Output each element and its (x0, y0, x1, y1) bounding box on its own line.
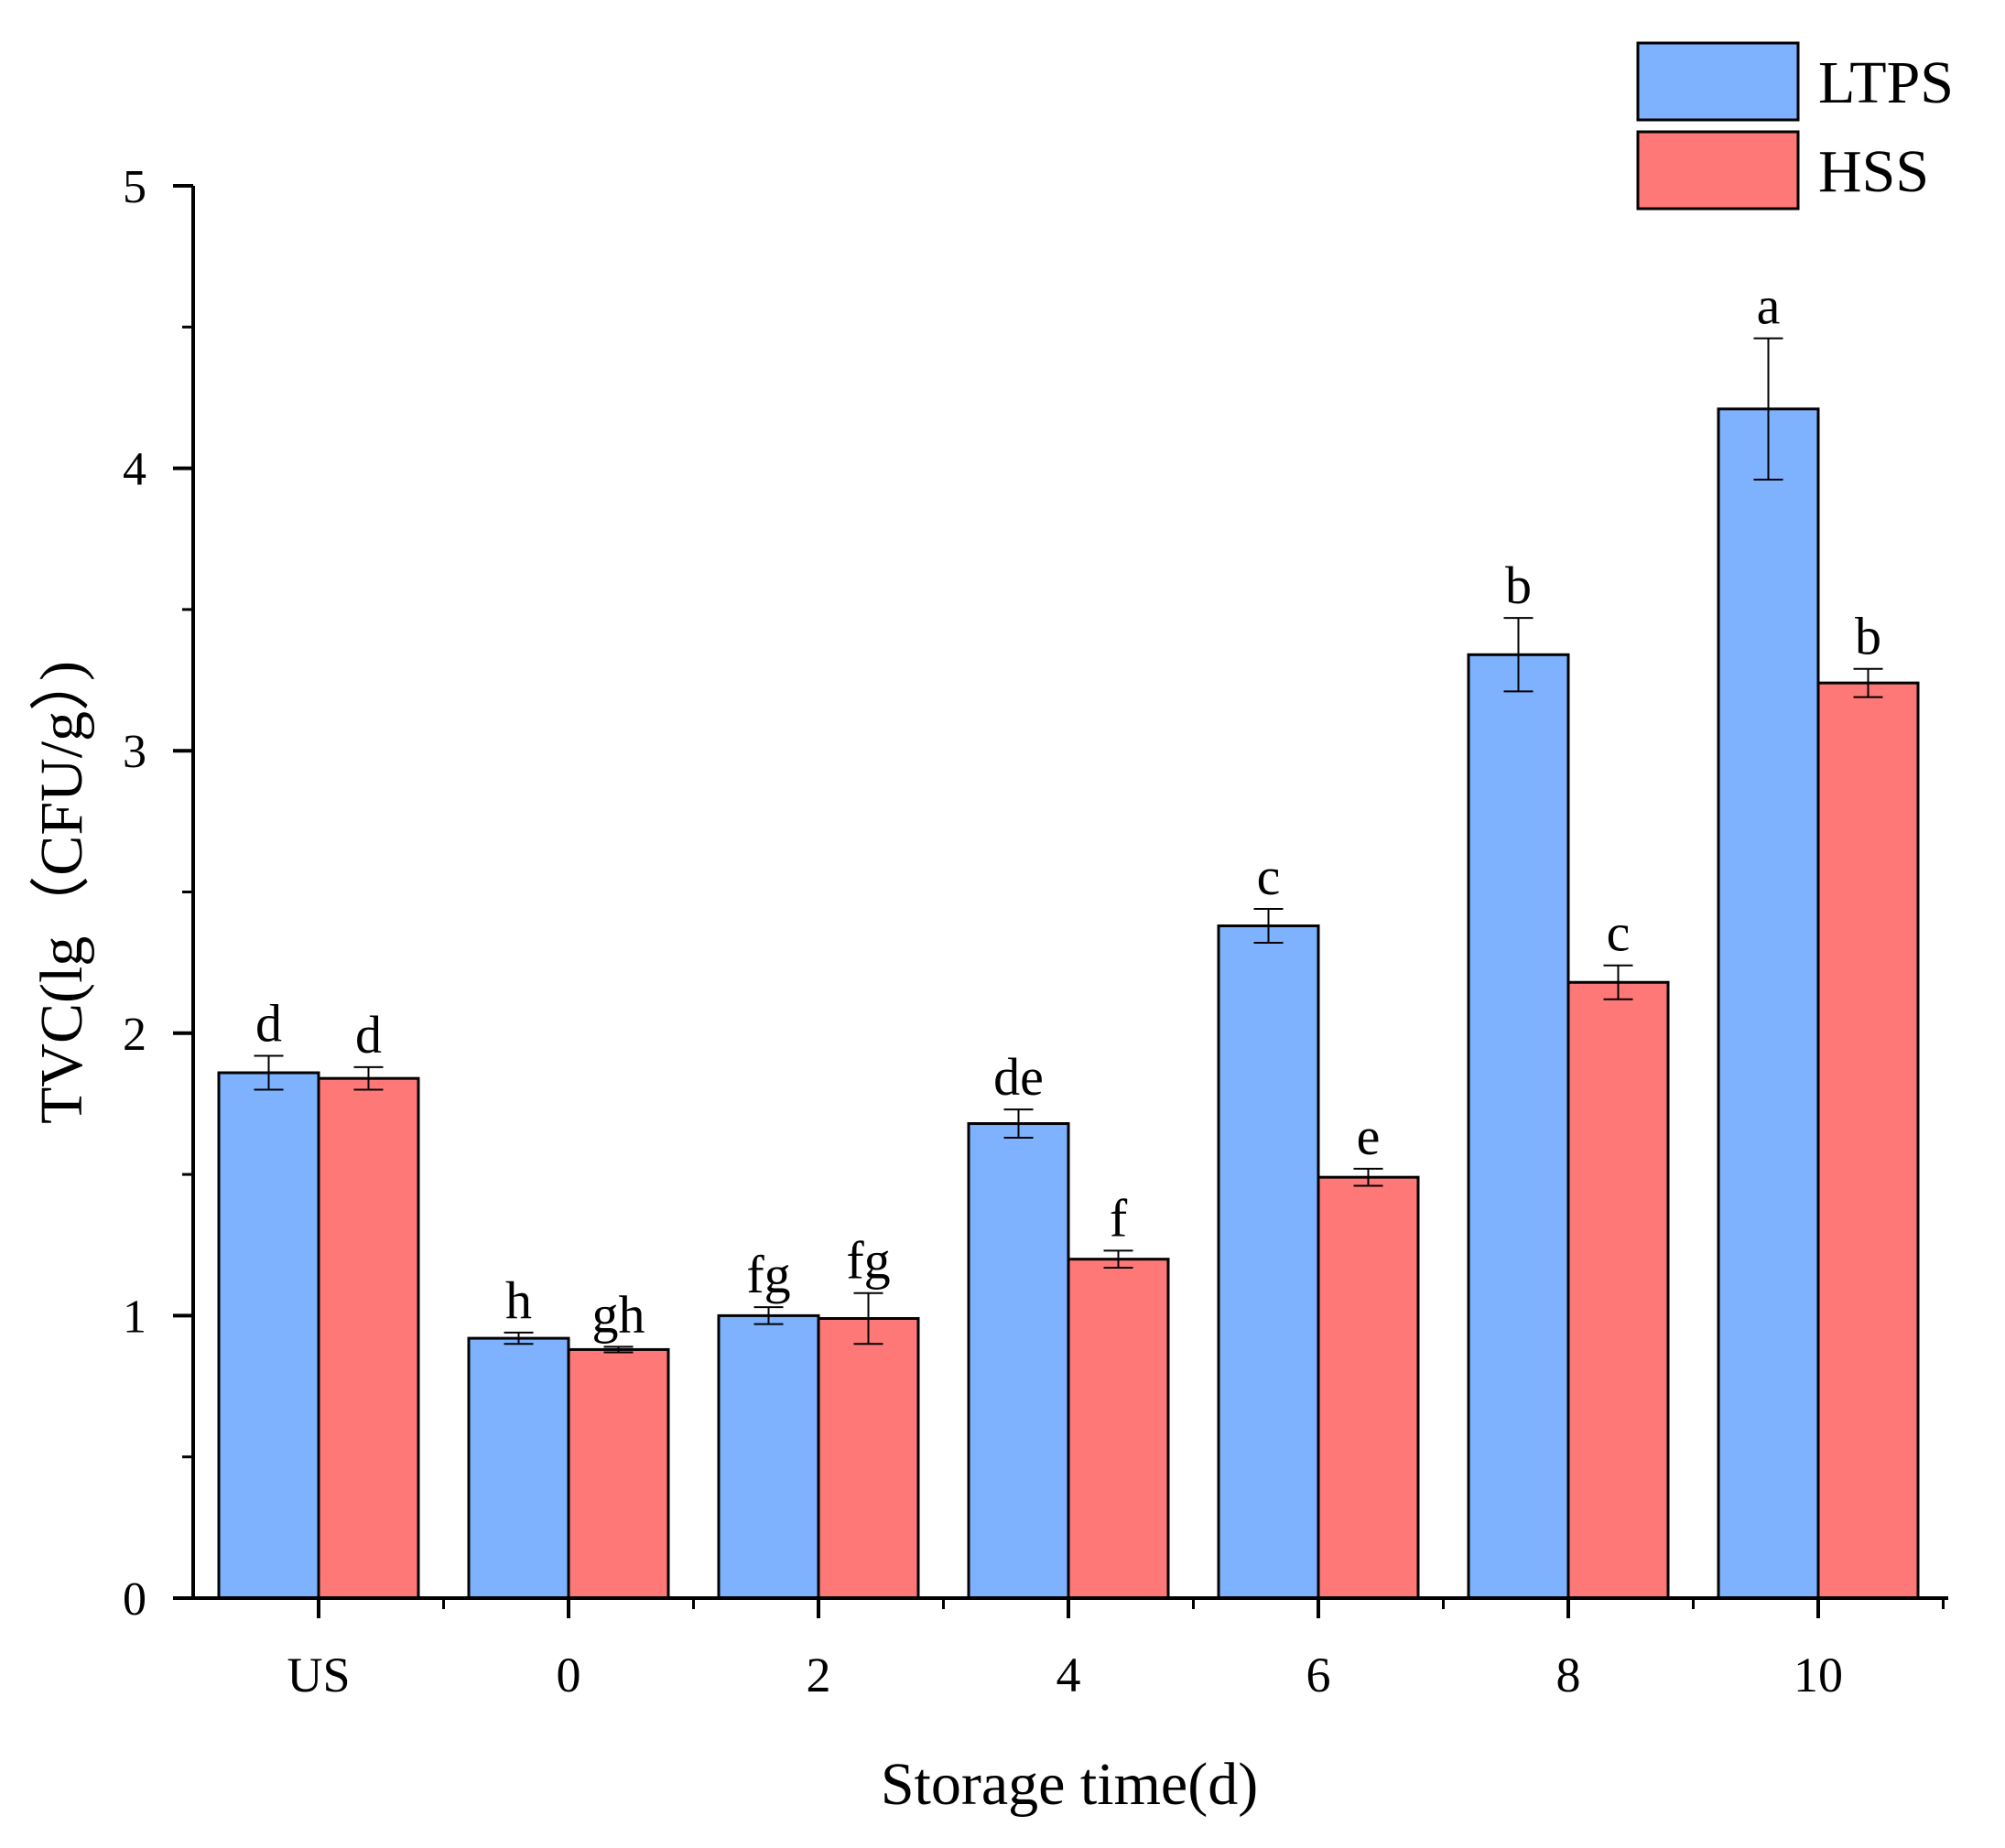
error-bar (1603, 964, 1633, 1000)
legend-label: LTPS (1818, 49, 1954, 116)
significance-letter: fg (746, 1245, 790, 1304)
error-bar (603, 1345, 634, 1354)
error-bar (1853, 667, 1883, 698)
bar-hss-8 (1566, 980, 1670, 1600)
x-tick-label: 8 (1556, 1648, 1581, 1702)
bar-ltps-8 (1467, 653, 1570, 1600)
legend-label: HSS (1818, 138, 1929, 205)
error-bar (353, 1065, 384, 1091)
x-tick-label: 10 (1794, 1648, 1843, 1702)
significance-letter: b (1855, 607, 1881, 666)
significance-letter: d (255, 993, 282, 1053)
x-axis-title: Storage time(d) (881, 1751, 1258, 1818)
bar-ltps-10 (1717, 407, 1820, 1600)
error-bar (1753, 337, 1783, 481)
y-axis-title: TVC(lg（CFU/g）) (28, 661, 95, 1124)
significance-letter: c (1607, 903, 1631, 963)
significance-letter: de (993, 1047, 1044, 1107)
error-bar (254, 1054, 284, 1091)
x-tick-label: 0 (557, 1648, 581, 1702)
y-tick-label: 5 (123, 161, 146, 213)
error-bar (1353, 1167, 1383, 1187)
error-bar (753, 1306, 784, 1325)
significance-letter: e (1357, 1107, 1381, 1166)
bar-hss-0 (567, 1347, 670, 1600)
y-tick-label: 4 (123, 444, 146, 496)
significance-letter: h (505, 1270, 532, 1330)
bar-ltps-US (217, 1071, 320, 1600)
bar-ltps-0 (467, 1336, 570, 1600)
error-bar (1003, 1108, 1034, 1139)
y-tick-label: 0 (123, 1573, 146, 1626)
y-tick-label: 1 (123, 1291, 146, 1343)
y-tick-label: 2 (123, 1009, 146, 1061)
bar-hss-US (317, 1076, 420, 1600)
error-bar (1253, 908, 1284, 945)
bar-hss-6 (1317, 1175, 1420, 1600)
x-ticks: US 0 2 4 6 8 10 (287, 1598, 1945, 1702)
x-tick-label: 2 (807, 1648, 831, 1702)
legend-swatch (1636, 130, 1800, 211)
x-tick-label: US (287, 1648, 350, 1702)
error-bars-layer (254, 337, 1883, 1354)
y-tick-label: 3 (123, 726, 146, 778)
legend-item-ltps: LTPS (1636, 41, 1954, 122)
legend-item-hss: HSS (1636, 130, 1929, 211)
bar-hss-4 (1067, 1258, 1170, 1600)
significance-letter: d (355, 1005, 382, 1064)
error-bar (1503, 617, 1534, 693)
x-tick-label: 4 (1057, 1648, 1081, 1702)
significance-letters-layer: d h fg de c b a d gh fg f e c b (255, 276, 1881, 1345)
significance-letter: fg (846, 1231, 890, 1291)
bar-hss-2 (817, 1316, 920, 1600)
significance-letter: b (1505, 556, 1532, 615)
bar-ltps-6 (1217, 924, 1320, 1600)
legend-swatch (1636, 41, 1800, 122)
error-bar (853, 1291, 883, 1345)
legend: LTPS HSS (1636, 41, 1954, 211)
significance-letter: gh (592, 1284, 645, 1344)
y-ticks: 0 1 2 3 4 5 (123, 161, 193, 1626)
significance-letter: f (1110, 1188, 1128, 1248)
significance-letter: a (1757, 276, 1781, 336)
bar-ltps-4 (967, 1122, 1070, 1600)
error-bar (504, 1331, 534, 1345)
bar-hss-10 (1816, 681, 1920, 1600)
bars-layer (217, 407, 1920, 1600)
significance-letter: c (1257, 847, 1281, 906)
error-bar (1103, 1249, 1133, 1269)
x-tick-label: 6 (1306, 1648, 1331, 1702)
bar-ltps-2 (717, 1313, 820, 1600)
